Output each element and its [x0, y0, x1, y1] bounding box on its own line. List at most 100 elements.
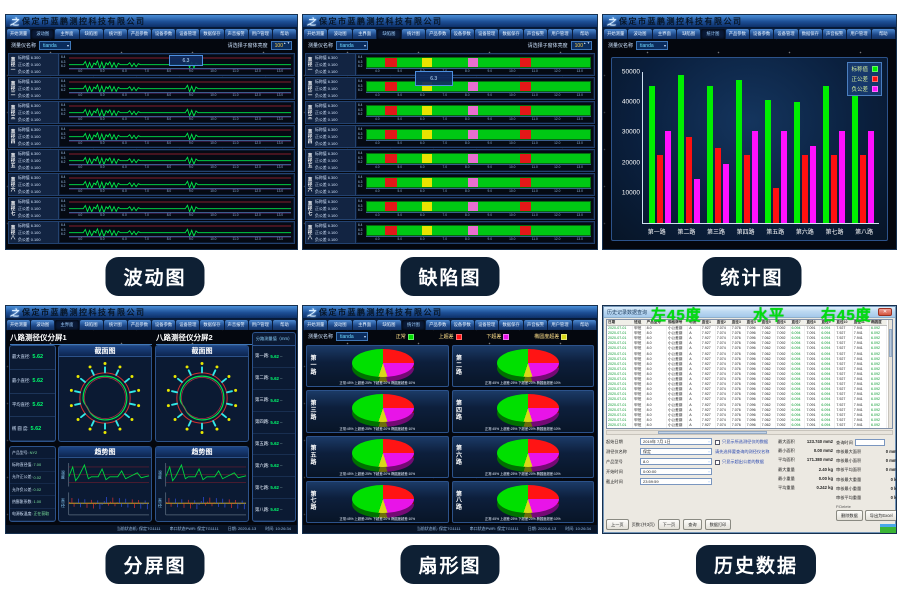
menu-item[interactable]: 设备管理 — [474, 29, 499, 39]
menu-item[interactable]: 产品参数 — [127, 320, 152, 330]
field-input[interactable]: 8.0 ▾ — [640, 458, 712, 465]
device-name-select[interactable]: tianda ▾ — [636, 41, 669, 50]
menu-item[interactable]: 缺陷图 — [79, 29, 103, 39]
channel-name: 直径五 — [306, 150, 314, 171]
export-excel-button[interactable]: 导出为Excel — [864, 510, 896, 522]
menu-item[interactable]: 帮助 — [272, 29, 297, 39]
menu-item[interactable]: 数据保存 — [200, 29, 224, 39]
scrollbar-thumb[interactable] — [889, 328, 892, 357]
next-page-button[interactable]: 下一页 — [657, 519, 681, 530]
toolbar: 测量仪名称 tianda ▾ 正常 上超差 下超差 椭圆度超差 — [303, 330, 597, 343]
query-time-input[interactable] — [854, 439, 885, 446]
close-button[interactable]: ✕ — [878, 308, 892, 316]
menu-item[interactable]: 用户管理 — [248, 29, 272, 39]
horizontal-scrollbar[interactable] — [606, 430, 893, 435]
menu-item[interactable]: 用户管理 — [548, 29, 572, 39]
brightness-input[interactable]: 100 ▲ ▼ — [270, 41, 292, 50]
menu-item[interactable]: 波动图 — [328, 320, 352, 330]
device-name-select[interactable]: tianda ▾ — [39, 41, 72, 50]
row-stat: 正公差 0.100 — [315, 85, 338, 91]
print-button[interactable]: 数据打印 — [704, 519, 732, 530]
menu-item[interactable]: 开始测量 — [304, 29, 328, 39]
prev-page-button[interactable]: 上一页 — [606, 519, 629, 530]
table-cell: 7.092 — [775, 325, 791, 332]
menu-item[interactable]: 缺陷图 — [377, 29, 401, 39]
menu-item[interactable]: 产品参数 — [426, 320, 450, 330]
menu-item[interactable]: 帮助 — [572, 29, 597, 39]
menu-item[interactable]: 开始测量 — [7, 29, 31, 39]
x-tick: 7.0 — [144, 69, 149, 73]
row-stat: 负公差 0.100 — [315, 116, 338, 122]
menu-item[interactable]: 帮助 — [871, 29, 895, 39]
device-name-select[interactable]: tianda ▾ — [336, 332, 369, 341]
menu-item[interactable]: 主界面 — [352, 320, 377, 330]
menu-item[interactable]: 波动图 — [31, 29, 55, 39]
menu-item[interactable]: 设备参数 — [450, 320, 474, 330]
vertical-scrollbar[interactable] — [888, 320, 892, 428]
menu-item[interactable]: 数据保存 — [499, 29, 523, 39]
field-input[interactable]: 保定 ▾ — [640, 448, 712, 455]
table-cell: 7.927 — [700, 361, 716, 367]
menu-item[interactable]: 波动图 — [628, 29, 652, 39]
table-cell: 7.091 — [804, 361, 821, 367]
menu-item[interactable]: 主界面 — [652, 29, 676, 39]
menu-item[interactable]: 主界面 — [55, 29, 79, 39]
y-tick: 6.2 — [358, 208, 363, 212]
menu-item[interactable]: 数据保存 — [798, 29, 822, 39]
table-cell: 6.094 — [790, 412, 806, 418]
menu-item[interactable]: 产品参数 — [725, 29, 749, 39]
menu-item[interactable]: 设备管理 — [774, 29, 798, 39]
y-tick: 6.4 — [358, 79, 363, 83]
menu-item[interactable]: 声音报警 — [224, 320, 248, 330]
x-tick: 12.0 — [254, 93, 261, 97]
menu-item[interactable]: 开始测量 — [604, 29, 628, 39]
menu-item[interactable]: 设备参数 — [152, 29, 176, 39]
menu-item[interactable]: 缺陷图 — [377, 320, 401, 330]
menu-item[interactable]: 声音报警 — [822, 29, 847, 39]
menu-item[interactable]: 设备管理 — [176, 29, 200, 39]
menu-item[interactable]: 设备管理 — [176, 320, 200, 330]
query-button[interactable]: 查询 — [683, 519, 702, 530]
window-title: 保定市蓝鹏测控科技有限公司 — [319, 16, 443, 26]
menu-item[interactable]: 开始测量 — [7, 320, 31, 330]
menu-item[interactable]: 主界面 — [55, 320, 79, 330]
menu-item[interactable]: 用户管理 — [248, 320, 272, 330]
menu-item[interactable]: 声音报警 — [523, 29, 548, 39]
menu-item[interactable]: 产品参数 — [127, 29, 152, 39]
menu-item[interactable]: 统计图 — [401, 29, 426, 39]
scrollbar-thumb[interactable] — [658, 431, 767, 434]
brightness-input[interactable]: 100 ▲ ▼ — [570, 41, 592, 50]
menu-item[interactable]: 用户管理 — [548, 320, 572, 330]
menu-item[interactable]: 声音报警 — [224, 29, 248, 39]
menu-item[interactable]: 帮助 — [272, 320, 297, 330]
menu-item[interactable]: 帮助 — [572, 320, 597, 330]
menu-item[interactable]: 缺陷图 — [676, 29, 701, 39]
status-bar: 当前状态机: 保定TG1111 串口状态PWR: 保定TG1111 日期: 2020… — [6, 525, 297, 533]
menu-item[interactable]: 主界面 — [352, 29, 377, 39]
table-cell: A — [687, 392, 701, 398]
delete-data-button[interactable]: 删除数据 — [836, 510, 863, 522]
menu-item[interactable]: 统计图 — [401, 320, 426, 330]
menu-item[interactable]: 数据保存 — [200, 320, 224, 330]
device-name-select[interactable]: tianda ▾ — [336, 41, 369, 50]
menu-item[interactable]: 缺陷图 — [79, 320, 103, 330]
menu-item[interactable]: 用户管理 — [847, 29, 871, 39]
menu-item[interactable]: 设备管理 — [474, 320, 499, 330]
menu-item[interactable]: 波动图 — [328, 29, 352, 39]
menu-item[interactable]: 统计图 — [103, 320, 127, 330]
menu-item[interactable]: 声音报警 — [523, 320, 548, 330]
checkbox[interactable] — [715, 439, 720, 445]
field-input[interactable]: 23:59:59 ▾ — [640, 478, 712, 485]
menu-item[interactable]: 设备参数 — [152, 320, 176, 330]
checkbox[interactable] — [715, 459, 720, 465]
menu-item[interactable]: 统计图 — [701, 29, 725, 39]
field-input[interactable]: 0:00:00 ▾ — [640, 468, 712, 475]
menu-item[interactable]: 产品参数 — [426, 29, 450, 39]
field-input[interactable]: 2019年 7月 1日 ▾ — [640, 438, 712, 445]
menu-item[interactable]: 统计图 — [103, 29, 127, 39]
menu-item[interactable]: 数据保存 — [499, 320, 523, 330]
menu-item[interactable]: 设备参数 — [450, 29, 474, 39]
menu-item[interactable]: 设备参数 — [749, 29, 774, 39]
menu-item[interactable]: 开始测量 — [304, 320, 328, 330]
menu-item[interactable]: 波动图 — [31, 320, 55, 330]
